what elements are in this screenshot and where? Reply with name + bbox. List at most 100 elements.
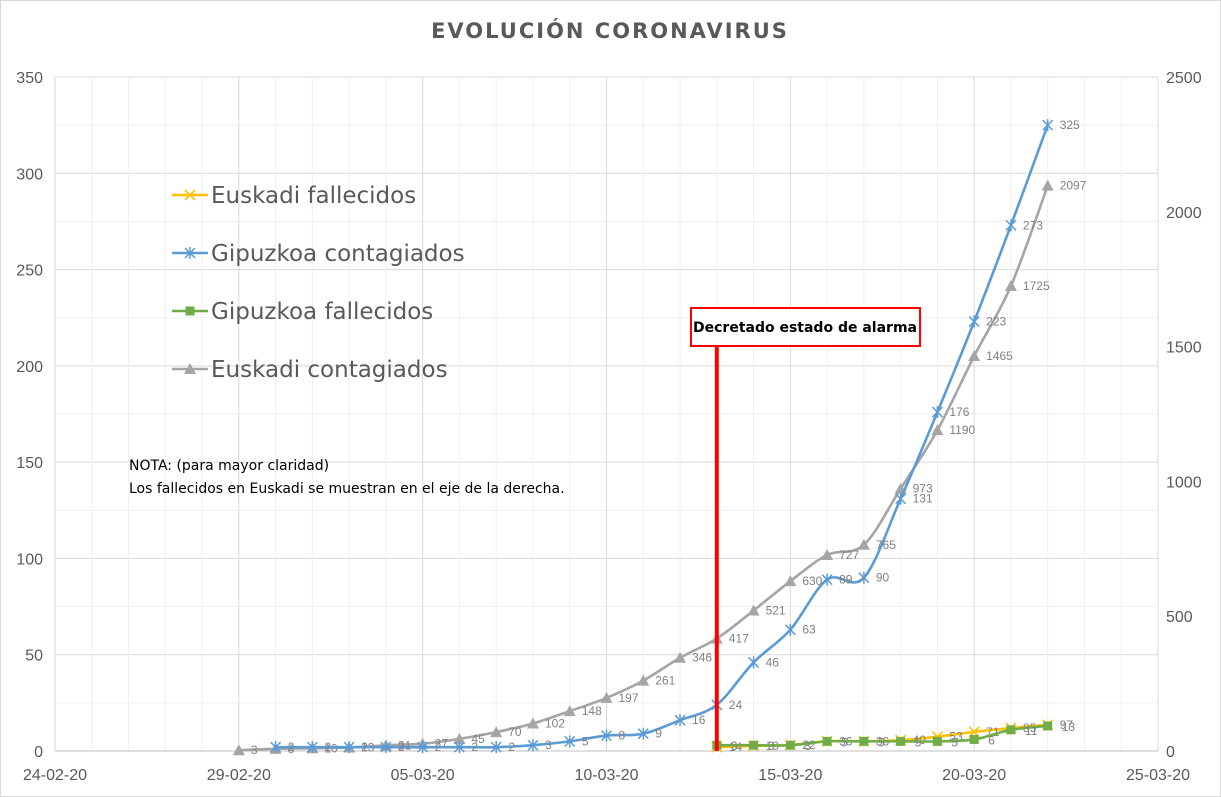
data-label-euskadi-contagiados: 148 xyxy=(582,704,602,718)
data-point-gipuzkoa-contagiados xyxy=(1005,219,1017,232)
legend-marker xyxy=(184,247,196,259)
data-label-euskadi-contagiados: 727 xyxy=(839,548,859,562)
data-point-gipuzkoa-fallecidos xyxy=(1006,725,1016,735)
data-point-gipuzkoa-contagiados xyxy=(343,741,355,754)
legend-marker xyxy=(184,189,196,201)
data-label-gipuzkoa-contagiados: 16 xyxy=(692,713,706,727)
data-label-gipuzkoa-contagiados: 2 xyxy=(508,740,515,754)
data-label-euskadi-contagiados: 8 xyxy=(288,742,295,756)
data-label-gipuzkoa-contagiados: 63 xyxy=(802,623,816,637)
series-line-euskadi-contagiados xyxy=(238,185,1049,752)
data-point-gipuzkoa-contagiados xyxy=(306,741,318,754)
x-tick-label: 15-03-20 xyxy=(758,767,822,784)
data-point-gipuzkoa-fallecidos xyxy=(969,734,979,744)
data-label-gipuzkoa-contagiados: 89 xyxy=(839,573,853,587)
x-tick-label: 29-02-20 xyxy=(207,767,271,784)
data-point-gipuzkoa-fallecidos xyxy=(896,736,906,746)
legend-label: Gipuzkoa fallecidos xyxy=(211,299,433,325)
data-point-gipuzkoa-contagiados xyxy=(821,573,833,586)
data-label-euskadi-contagiados: 973 xyxy=(913,482,933,496)
data-label-gipuzkoa-contagiados: 2 xyxy=(324,740,331,754)
data-label-euskadi-contagiados: 197 xyxy=(619,691,639,705)
data-point-gipuzkoa-fallecidos xyxy=(859,736,869,746)
x-tick-label: 10-03-20 xyxy=(574,767,638,784)
data-point-euskadi-contagiados xyxy=(931,424,944,436)
data-label-gipuzkoa-fallecidos: 3 xyxy=(731,739,738,753)
data-point-gipuzkoa-contagiados xyxy=(564,735,576,748)
data-label-gipuzkoa-fallecidos: 5 xyxy=(915,735,922,749)
data-point-gipuzkoa-contagiados xyxy=(490,741,502,754)
y-right-tick-label: 0 xyxy=(1166,744,1175,761)
data-label-gipuzkoa-contagiados: 24 xyxy=(729,698,743,712)
legend-entry: Gipuzkoa contagiados xyxy=(172,241,465,267)
alarm-callout-box xyxy=(690,307,921,347)
data-label-euskadi-contagiados: 417 xyxy=(729,632,749,646)
data-point-gipuzkoa-contagiados xyxy=(453,741,465,754)
data-label-gipuzkoa-contagiados: 2 xyxy=(471,740,478,754)
data-point-gipuzkoa-contagiados xyxy=(931,406,943,419)
data-label-euskadi-contagiados: 521 xyxy=(766,604,786,618)
y-left-tick-label: 250 xyxy=(16,263,43,280)
y-right-tick-label: 2500 xyxy=(1166,70,1202,87)
data-label-gipuzkoa-contagiados: 5 xyxy=(582,734,589,748)
series-line-gipuzkoa-fallecidos xyxy=(716,724,1048,747)
y-left-tick-label: 50 xyxy=(25,648,43,665)
data-label-gipuzkoa-contagiados: 2 xyxy=(435,740,442,754)
data-point-gipuzkoa-contagiados xyxy=(417,741,429,754)
data-label-euskadi-contagiados: 1190 xyxy=(949,423,975,437)
data-point-gipuzkoa-contagiados xyxy=(895,492,907,505)
legend-label: Gipuzkoa contagiados xyxy=(211,241,465,267)
data-label-gipuzkoa-contagiados: 8 xyxy=(619,729,626,743)
y-left-tick-label: 200 xyxy=(16,359,43,376)
legend-entry: Euskadi fallecidos xyxy=(172,183,416,209)
x-tick-label: 20-03-20 xyxy=(942,767,1006,784)
data-point-gipuzkoa-contagiados xyxy=(748,656,760,669)
data-point-euskadi-contagiados xyxy=(453,732,466,744)
data-label-euskadi-contagiados: 45 xyxy=(471,732,485,746)
data-point-gipuzkoa-contagiados xyxy=(270,741,282,754)
y-left-tick-label: 100 xyxy=(16,551,43,568)
data-point-gipuzkoa-fallecidos xyxy=(932,736,942,746)
x-tick-label: 05-03-20 xyxy=(391,767,455,784)
data-label-gipuzkoa-contagiados: 223 xyxy=(986,315,1006,329)
data-label-gipuzkoa-contagiados: 46 xyxy=(766,655,780,669)
data-point-euskadi-contagiados xyxy=(563,705,576,717)
data-point-euskadi-contagiados xyxy=(526,717,539,729)
legend-marker xyxy=(184,363,196,374)
data-label-euskadi-fallecidos: 14 xyxy=(729,740,743,754)
legend-label: Euskadi contagiados xyxy=(211,357,448,383)
data-label-gipuzkoa-fallecidos: 3 xyxy=(804,739,811,753)
data-label-euskadi-contagiados: 261 xyxy=(655,674,675,688)
data-label-gipuzkoa-fallecidos: 13 xyxy=(1062,720,1076,734)
data-point-euskadi-contagiados xyxy=(674,651,687,663)
data-point-gipuzkoa-fallecidos xyxy=(822,736,832,746)
data-point-euskadi-contagiados xyxy=(637,674,650,686)
data-label-euskadi-contagiados: 630 xyxy=(802,574,822,588)
data-point-euskadi-contagiados xyxy=(747,604,760,616)
data-point-gipuzkoa-contagiados xyxy=(674,714,686,727)
legend-label: Euskadi fallecidos xyxy=(211,183,416,209)
data-label-euskadi-contagiados: 1725 xyxy=(1023,279,1050,293)
y-right-tick-label: 1500 xyxy=(1166,340,1202,357)
data-label-gipuzkoa-contagiados: 325 xyxy=(1060,118,1080,132)
y-right-tick-label: 2000 xyxy=(1166,205,1202,222)
data-point-gipuzkoa-contagiados xyxy=(784,623,796,636)
data-label-gipuzkoa-contagiados: 9 xyxy=(655,727,662,741)
y-left-tick-label: 350 xyxy=(16,70,43,87)
data-point-euskadi-contagiados xyxy=(784,575,797,587)
alarm-callout-text: Decretado estado de alarma xyxy=(693,320,917,336)
y-left-tick-label: 0 xyxy=(34,744,43,761)
data-point-gipuzkoa-contagiados xyxy=(380,741,392,754)
legend-entry: Euskadi contagiados xyxy=(172,357,448,383)
note-line: NOTA: (para mayor claridad) xyxy=(129,458,329,474)
y-right-tick-label: 500 xyxy=(1166,609,1193,626)
data-point-euskadi-contagiados xyxy=(1041,179,1054,191)
data-label-gipuzkoa-fallecidos: 5 xyxy=(951,735,958,749)
data-point-euskadi-contagiados xyxy=(232,744,245,756)
data-label-gipuzkoa-contagiados: 273 xyxy=(1023,218,1043,232)
data-label-euskadi-contagiados: 21 xyxy=(398,738,412,752)
y-right-tick-label: 1000 xyxy=(1166,474,1202,491)
data-point-euskadi-contagiados xyxy=(1004,279,1017,291)
data-point-gipuzkoa-contagiados xyxy=(637,727,649,740)
